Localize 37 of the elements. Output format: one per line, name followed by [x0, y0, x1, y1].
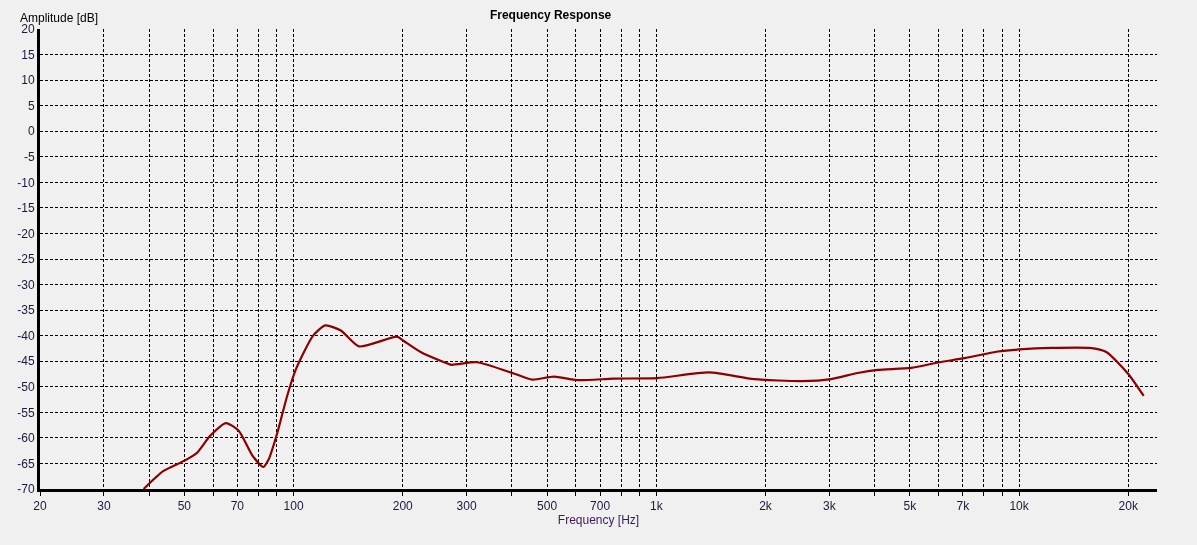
y-tick-label: -35 — [17, 303, 35, 318]
x-tick-label: 700 — [590, 499, 611, 514]
y-tick-label: -25 — [17, 252, 35, 267]
chart-title: Frequency Response — [489, 8, 612, 23]
x-tick-label: 2k — [759, 499, 773, 514]
x-tick-label: 50 — [177, 499, 192, 514]
y-axis-title: Amplitude [dB] — [20, 11, 99, 25]
x-tick-label: 3k — [823, 499, 837, 514]
x-tick-label: 200 — [392, 499, 414, 514]
y-tick-label: -5 — [23, 149, 35, 164]
y-tick-label: -50 — [17, 379, 35, 394]
y-tick-label: 15 — [21, 47, 35, 62]
x-tick-label: 1k — [649, 499, 664, 514]
x-tick-label: 70 — [230, 499, 245, 514]
y-tick-label: 10 — [21, 73, 35, 88]
y-tick-label: 5 — [27, 98, 35, 113]
y-tick-label: -30 — [17, 277, 35, 292]
x-axis-title: Frequency [Hz] — [557, 513, 640, 528]
y-tick-label: -55 — [17, 405, 35, 420]
y-tick-label: -10 — [17, 175, 35, 190]
y-tick-label: -20 — [17, 226, 35, 241]
y-tick-label: -45 — [17, 354, 35, 369]
x-tick-label: 20k — [1118, 499, 1139, 514]
y-tick-label: -70 — [17, 482, 35, 497]
y-tick-label: 20 — [21, 22, 35, 37]
x-tick-label: 500 — [537, 499, 558, 514]
x-tick-label: 300 — [456, 499, 477, 514]
y-tick-label: -65 — [17, 456, 35, 471]
y-tick-label: -60 — [17, 431, 35, 446]
y-tick-label: -40 — [17, 328, 35, 343]
x-tick-label: 10k — [1009, 499, 1030, 514]
x-tick-label: 7k — [956, 499, 971, 514]
x-tick-label: 100 — [283, 499, 304, 514]
x-tick-label: 30 — [97, 499, 111, 514]
y-tick-label: 0 — [27, 124, 35, 139]
y-tick-label: -15 — [17, 201, 35, 216]
x-tick-label: 5k — [903, 499, 918, 514]
